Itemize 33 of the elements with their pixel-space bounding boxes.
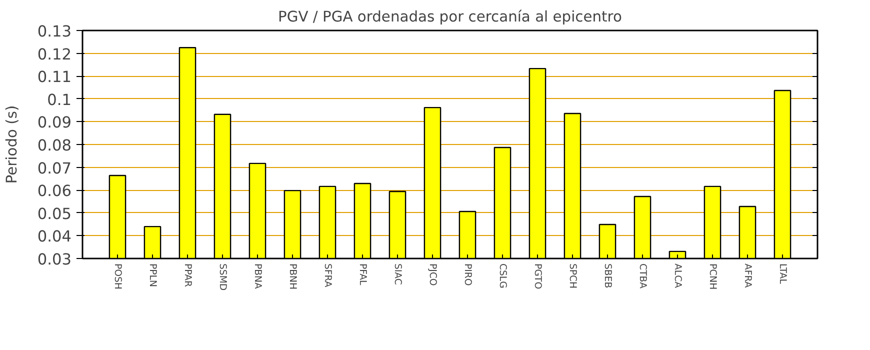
x-tick-label: SPCH [567,264,578,289]
x-tick-label: PIRO [462,264,473,286]
x-tick-label: PGTO [532,264,543,290]
y-tick-label: 0.08 [37,136,72,154]
x-tick-label: SSMD [217,264,228,291]
x-tick-label: SFRA [322,264,333,288]
x-tick-label: SBEB [602,264,613,288]
x-tick-label: CSLG [497,264,508,288]
x-tick-label: PPLN [147,264,158,287]
x-tick-label: SIAC [392,264,403,285]
x-tick-label: PBNA [252,264,263,290]
chart-title: PGV / PGA ordenadas por cercanía al epicentro [278,8,622,26]
y-tick-label: 0.12 [37,45,72,64]
y-tick-label: 0.07 [37,159,72,178]
y-tick-label: 0.1 [47,90,72,109]
y-tick-label: 0.03 [37,250,72,268]
y-tick-label: 0.09 [37,114,72,132]
x-tick-label: ALCA [672,264,683,289]
y-axis-title: Periodo (s) [3,105,20,184]
y-tick-label: 0.05 [37,204,72,223]
x-tick-label: PJCO [427,264,438,286]
x-tick-label: POSH [112,264,123,290]
y-tick-label: 0.04 [37,228,72,246]
x-tick-label: PBNH [287,264,298,290]
x-tick-label: PFAL [357,264,368,286]
y-tick-label: 0.11 [37,68,72,86]
x-tick-label: CTBA [637,264,648,290]
x-tick-label: LTAL [777,264,788,285]
x-tick-label: AFRA [742,264,753,288]
y-tick-label: 0.13 [37,22,72,40]
y-tick-label: 0.06 [37,182,72,200]
x-tick-label: PCNH [707,264,718,290]
x-tick-label: PPAR [182,264,193,288]
